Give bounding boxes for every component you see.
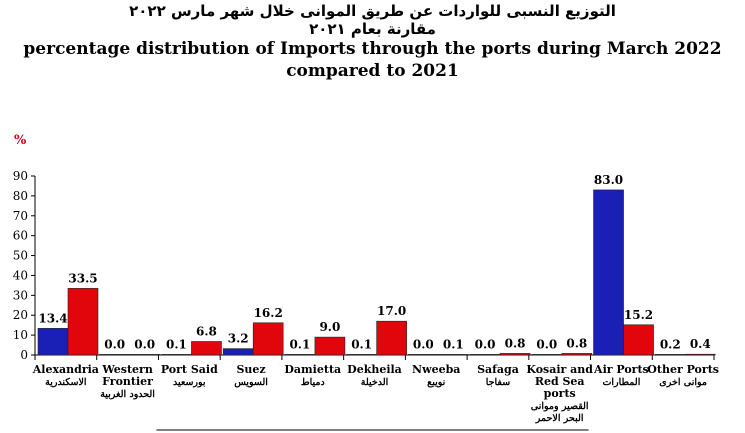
category-label-en: Frontier (102, 375, 153, 388)
bar (222, 348, 254, 356)
bar (346, 354, 377, 356)
bar (684, 353, 716, 356)
bar (376, 320, 407, 356)
value-label: 83.0 (594, 173, 623, 187)
value-label: 9.0 (319, 320, 340, 334)
y-tick-label: 90 (13, 169, 28, 183)
bar (623, 324, 654, 356)
category-label-ar: الاسكندرية (45, 377, 87, 388)
category-label-ar: البحر الاحمر (535, 413, 584, 424)
value-label: 0.0 (475, 337, 496, 351)
value-label: 0.0 (536, 337, 557, 351)
title-english-line1: percentage distribution of Imports throu… (23, 39, 722, 59)
y-tick-label: 10 (13, 328, 28, 342)
value-label: 0.1 (351, 337, 372, 351)
value-label: 17.0 (377, 304, 406, 318)
category-label-en: Safaga (477, 363, 519, 376)
category-label-ar: موانى اخرى (659, 377, 707, 388)
bar (531, 354, 563, 356)
y-tick-label: 60 (13, 229, 28, 243)
value-label: 0.8 (505, 336, 526, 350)
bar (129, 354, 161, 356)
category-label-ar: المطارات (602, 377, 640, 388)
value-label: 0.0 (104, 337, 125, 351)
bar (438, 354, 469, 356)
bar (408, 354, 439, 356)
category-label-en: Western (101, 363, 153, 376)
category-label-en: Port Said (161, 363, 218, 376)
category-label-ar: بورسعيد (173, 377, 206, 388)
value-label: 0.2 (660, 337, 681, 351)
bar (37, 328, 69, 356)
category-label-en: Other Ports (647, 363, 719, 376)
chart-title-block: التوزيع النسبى للواردات عن طريق الموانى … (0, 2, 745, 82)
bar (469, 354, 501, 356)
y-tick-label: 30 (13, 288, 28, 302)
value-label: 13.4 (38, 311, 67, 325)
category-label-en: Alexandria (32, 363, 99, 376)
value-label: 0.1 (443, 337, 464, 351)
bar (654, 354, 686, 356)
bar (561, 353, 593, 356)
value-label: 15.2 (624, 308, 653, 322)
category-label-en: Air Ports (593, 363, 649, 376)
bar (314, 336, 346, 356)
value-label: 6.8 (196, 324, 217, 338)
value-label: 0.0 (413, 337, 434, 351)
y-tick-label: 0 (20, 348, 28, 362)
category-label-ar: نويبع (427, 377, 445, 388)
category-label-en: Suez (236, 363, 265, 376)
title-arabic-line1: التوزيع النسبى للواردات عن طريق الموانى … (129, 2, 616, 20)
category-label-en: Kosair and (526, 363, 593, 376)
y-tick-label: 20 (13, 308, 28, 322)
bars (37, 189, 716, 356)
category-label-ar: الحدود الغربية (100, 389, 155, 400)
category-label-ar: القصير وموانى (531, 401, 589, 412)
value-label: 3.2 (228, 332, 249, 346)
value-labels: 13.4 0.0 0.1 3.2 0.1 0.1 0.0 0.0 0.0 83.0 0.2 33.5 0… (38, 173, 710, 351)
category-label-ar: السويس (234, 377, 268, 388)
title-english-line2: compared to 2021 (286, 61, 459, 81)
title-arabic-line2: مقارنة بعام ٢٠٢١ (309, 20, 436, 38)
bar (191, 341, 222, 356)
y-tick-label: 40 (13, 268, 28, 282)
value-label: 0.4 (690, 337, 711, 351)
category-label-ar: سفاجا (486, 377, 510, 388)
category-label-en: Damietta (284, 363, 341, 376)
value-label: 0.1 (289, 337, 310, 351)
bar (161, 354, 192, 356)
category-label-en: Nweeba (412, 363, 460, 376)
category-label-en: Dekheila (347, 363, 402, 376)
category-label-en: Red Sea (535, 375, 585, 388)
y-axis-label: % (14, 133, 27, 148)
y-tick-label: 50 (13, 249, 28, 263)
bar (99, 354, 131, 356)
y-tick-label: 70 (13, 209, 28, 223)
value-label: 0.1 (166, 337, 187, 351)
value-label: 16.2 (254, 306, 283, 320)
bar (252, 322, 284, 356)
value-label: 0.8 (566, 336, 587, 350)
value-label: 33.5 (68, 271, 97, 285)
category-label-en: ports (544, 387, 576, 400)
bar (593, 189, 624, 356)
y-tick-label: 80 (13, 189, 28, 203)
bar (284, 354, 316, 356)
category-label-ar: الدخيلة (361, 377, 389, 388)
category-label-ar: دمياط (301, 377, 326, 388)
bar (499, 353, 531, 356)
y-axis: % 0 10 20 30 40 50 60 70 80 90 (13, 133, 36, 362)
bar (67, 288, 99, 356)
value-label: 0.0 (134, 337, 155, 351)
